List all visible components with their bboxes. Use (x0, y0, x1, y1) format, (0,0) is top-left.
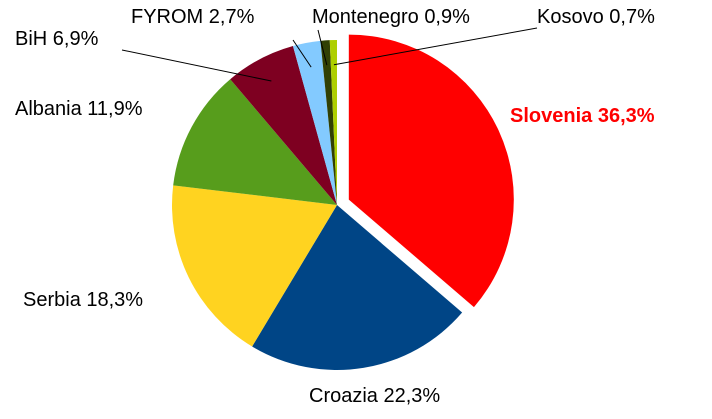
slice-label: Slovenia 36,3% (510, 105, 655, 127)
pie-slice (348, 34, 514, 308)
pie-slice (252, 205, 463, 370)
slice-value: 6,9% (53, 28, 99, 50)
leader-line (317, 29, 328, 66)
leader-line (292, 39, 312, 68)
slice-name: Croazia (309, 385, 379, 407)
slice-name: Serbia (23, 289, 82, 311)
slice-value: 2,7% (209, 6, 255, 28)
slice-label: Albania 11,9% (15, 98, 143, 120)
pie-slice (173, 79, 337, 205)
slice-label: Kosovo 0,7% (537, 6, 655, 28)
slice-name: Kosovo (537, 6, 604, 28)
slice-label: Croazia 22,3% (309, 385, 440, 407)
slice-value: 36,3% (598, 105, 655, 127)
slice-name: FYROM (131, 6, 203, 28)
slice-value: 22,3% (383, 385, 440, 407)
slice-label: BiH 6,9% (15, 28, 99, 50)
pie-slice (292, 40, 337, 205)
slice-name: Montenegro (312, 6, 419, 28)
pie-slice (230, 45, 337, 205)
pie-slice (329, 40, 337, 205)
slice-value: 0,7% (609, 6, 655, 28)
slice-name: Albania (15, 98, 83, 120)
slice-value: 11,9% (87, 98, 142, 120)
pie-slice (172, 185, 337, 347)
slice-value: 18,3% (86, 289, 143, 311)
leader-line (333, 27, 538, 66)
slice-name: Slovenia (510, 105, 593, 127)
slice-label: FYROM 2,7% (131, 6, 255, 28)
slice-label: Montenegro 0,9% (312, 6, 470, 28)
leader-line (121, 49, 272, 82)
slice-value: 0,9% (424, 6, 470, 28)
slice-label: Serbia 18,3% (23, 289, 143, 311)
slice-name: BiH (15, 28, 47, 50)
pie-slice (320, 40, 337, 206)
